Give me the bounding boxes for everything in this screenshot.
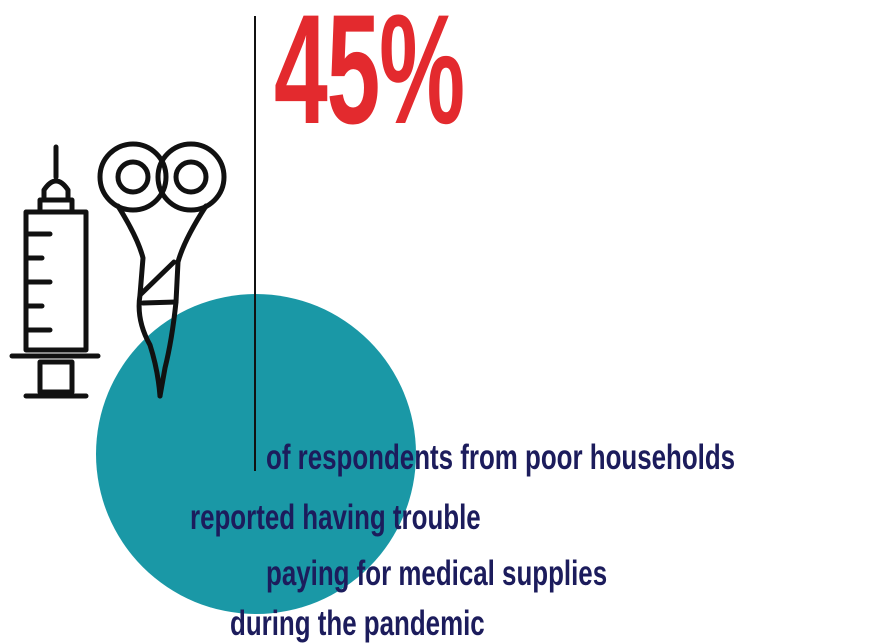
caption-line-3: paying for medical supplies [266, 554, 608, 593]
caption-line-4: during the pandemic [230, 604, 485, 643]
caption-line-1: of respondents from poor households [266, 438, 736, 477]
caption-line-2: reported having trouble [190, 498, 481, 537]
headline-percentage: 45% [274, 0, 465, 157]
vertical-divider [254, 16, 256, 471]
